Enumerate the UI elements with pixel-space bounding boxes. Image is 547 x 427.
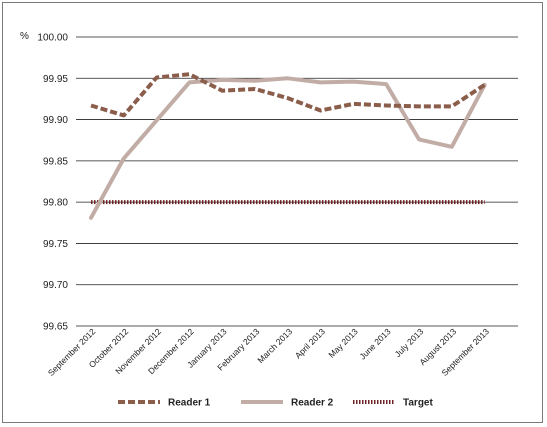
x-tick-label: September 2012 [46,326,98,378]
legend: Reader 1 Reader 2 Target [118,398,433,409]
series-lines [89,72,487,220]
x-tick-label: July 2013 [393,326,426,359]
x-tick-label: June 2013 [357,326,392,361]
x-tick-label: April 2013 [293,326,327,360]
y-tick-label: 99.75 [43,239,68,250]
series-line-reader-2 [89,76,487,220]
y-tick-label: 100.00 [37,33,68,44]
series-line-reader-1 [90,72,486,118]
legend-label: Reader 2 [291,398,334,409]
y-axis-unit-label: % [20,31,29,42]
y-tick-label: 99.95 [43,74,68,85]
legend-label: Reader 1 [168,398,211,409]
gridlines [76,36,518,327]
y-tick-label: 99.80 [43,198,68,209]
x-tick-label: May 2013 [326,326,360,360]
y-tick-label: 99.85 [43,156,68,167]
y-tick-label: 99.65 [43,322,68,333]
y-tick-label: 99.70 [43,280,68,291]
legend-label: Target [403,398,433,409]
x-tick-label: March 2013 [255,326,294,365]
y-tick-label: 99.90 [43,115,68,126]
y-axis-ticks: 100.00 99.95 99.90 99.85 99.80 99.75 99.70 99.6… [37,33,68,333]
